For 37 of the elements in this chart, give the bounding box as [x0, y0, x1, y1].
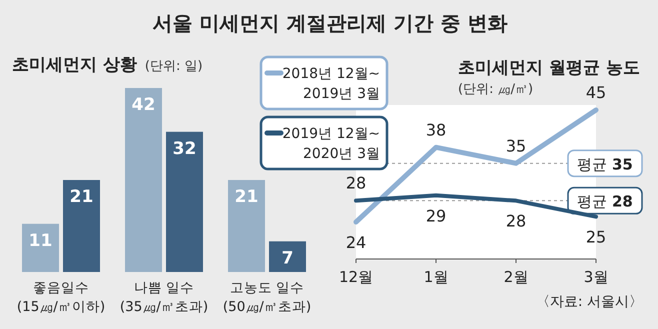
chart-title: 초미세먼지 월평균 농도 [458, 58, 640, 78]
data-label: 21 [234, 187, 258, 207]
x-tick-label: 2월 [504, 268, 528, 286]
bar [228, 180, 265, 272]
data-label: 28 [506, 212, 526, 231]
bar [166, 132, 203, 272]
x-tick-label: 3월 [584, 268, 608, 286]
x-tick-label: 고농도 일수 (50㎍/㎥초과) [222, 280, 312, 315]
legend-label: 2018년 12월~ 2019년 3월 [282, 66, 380, 102]
x-tick-label: 1월 [424, 268, 448, 286]
data-label: 21 [70, 187, 94, 207]
ref-line-label: 평균 28 [577, 192, 633, 211]
bar [22, 224, 59, 272]
data-label: 24 [346, 233, 366, 252]
data-label: 45 [586, 83, 606, 102]
data-label: 29 [426, 206, 446, 226]
bar [63, 180, 100, 272]
data-label: 11 [28, 230, 52, 251]
chart-subtitle: 초미세먼지 상황 [12, 55, 137, 75]
y-axis-title: (단위: 일) [144, 59, 203, 74]
data-label: 38 [426, 120, 446, 140]
bar [269, 241, 306, 272]
data-label: 35 [506, 136, 526, 156]
data-label: 28 [346, 174, 366, 193]
data-label: 7 [282, 248, 294, 268]
data-label: 42 [132, 95, 156, 115]
bar [125, 88, 162, 272]
data-label: 25 [586, 228, 606, 247]
legend-label: 2019년 12월~ 2020년 3월 [282, 126, 380, 162]
chart-title: 서울 미세먼지 계절관리제 기간 중 변화 [152, 11, 508, 35]
x-tick-label: 12월 [338, 268, 374, 286]
y-axis-title: (단위: ㎍/㎥) [458, 82, 534, 97]
x-tick-label: 좋음일수 (15㎍/㎥이하) [16, 280, 106, 315]
ref-line-label: 평균 35 [577, 155, 633, 174]
data-label: 32 [172, 138, 196, 159]
text: 〈자료: 서울시〉 [536, 294, 643, 310]
x-tick-label: 나쁨 일수 (35㎍/㎥초과) [120, 280, 208, 315]
